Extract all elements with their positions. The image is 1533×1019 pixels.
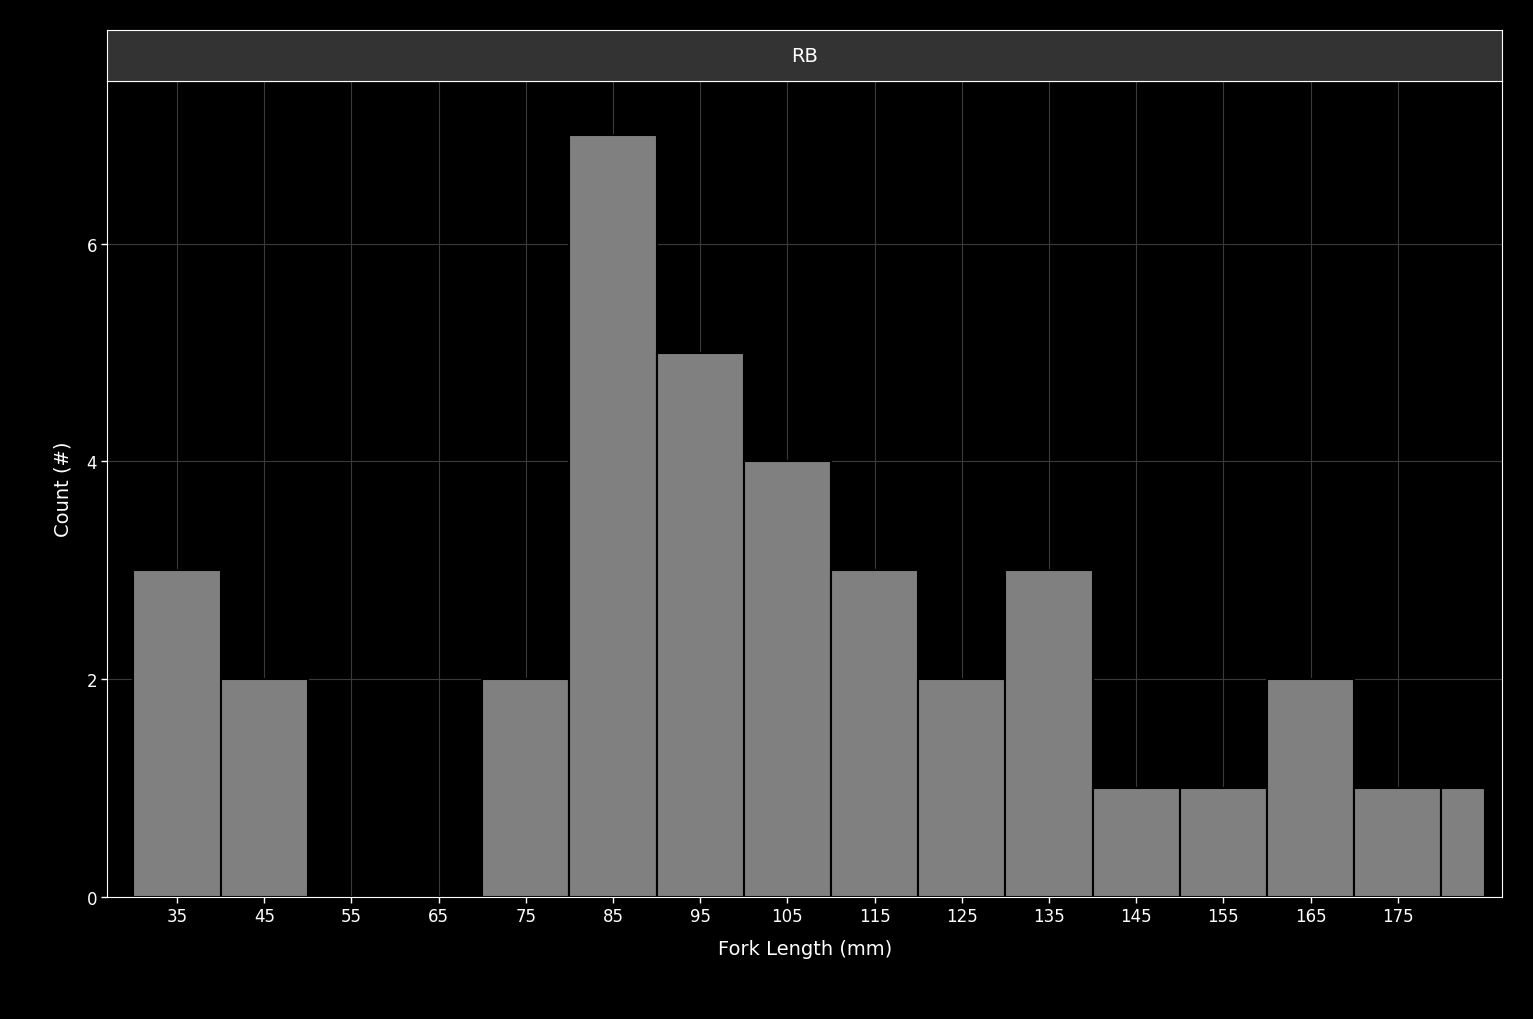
- Bar: [1441, 788, 1485, 897]
- Bar: [744, 462, 831, 897]
- Bar: [569, 136, 656, 897]
- Bar: [1354, 788, 1441, 897]
- Bar: [1266, 680, 1354, 897]
- Bar: [133, 571, 221, 897]
- Bar: [1180, 788, 1266, 897]
- Bar: [1093, 788, 1180, 897]
- Y-axis label: Count (#): Count (#): [54, 441, 72, 537]
- Bar: [918, 680, 1006, 897]
- Bar: [1006, 571, 1093, 897]
- Bar: [483, 680, 569, 897]
- X-axis label: Fork Length (mm): Fork Length (mm): [717, 938, 892, 958]
- Bar: [656, 354, 744, 897]
- Bar: [221, 680, 308, 897]
- Text: RB: RB: [791, 47, 819, 65]
- Bar: [831, 571, 918, 897]
